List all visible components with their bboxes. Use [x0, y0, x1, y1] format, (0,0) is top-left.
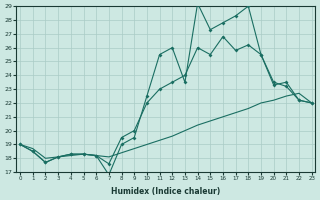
X-axis label: Humidex (Indice chaleur): Humidex (Indice chaleur) — [111, 187, 220, 196]
